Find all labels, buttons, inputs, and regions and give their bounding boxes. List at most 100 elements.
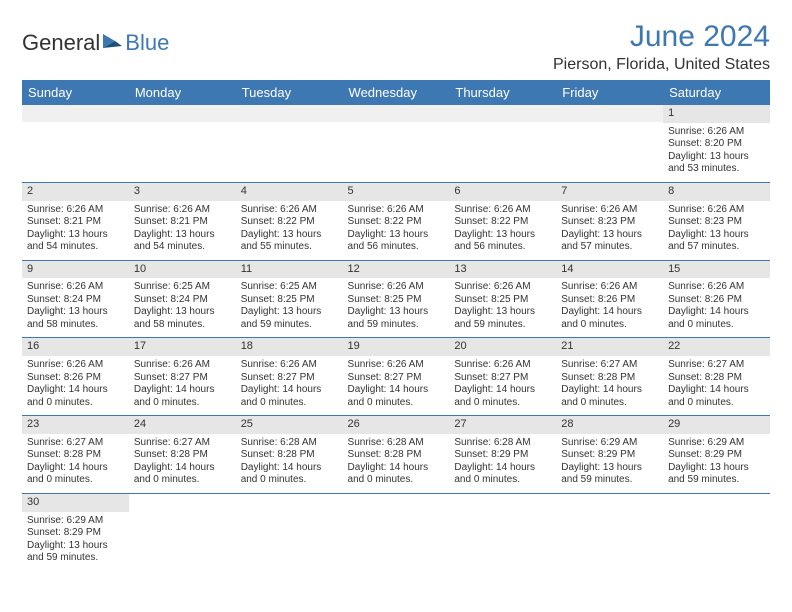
day-content: Sunrise: 6:26 AMSunset: 8:22 PMDaylight:… <box>236 201 343 260</box>
day-number: 10 <box>129 261 236 279</box>
day-content: Sunrise: 6:26 AMSunset: 8:21 PMDaylight:… <box>129 201 236 260</box>
day-sunset: Sunset: 8:26 PM <box>668 294 765 307</box>
calendar-cell: 23Sunrise: 6:27 AMSunset: 8:28 PMDayligh… <box>22 416 129 494</box>
day-sunrise: Sunrise: 6:28 AM <box>454 437 551 450</box>
day-sunrise: Sunrise: 6:26 AM <box>134 359 231 372</box>
day-daylight: Daylight: 13 hours and 54 minutes. <box>27 229 124 254</box>
day-daylight: Daylight: 14 hours and 0 minutes. <box>134 384 231 409</box>
calendar-cell: 17Sunrise: 6:26 AMSunset: 8:27 PMDayligh… <box>129 338 236 416</box>
day-daylight: Daylight: 14 hours and 0 minutes. <box>668 306 765 331</box>
day-sunset: Sunset: 8:28 PM <box>27 449 124 462</box>
day-number: 7 <box>556 183 663 201</box>
day-number: 25 <box>236 416 343 434</box>
day-daylight: Daylight: 13 hours and 56 minutes. <box>454 229 551 254</box>
calendar-cell: 12Sunrise: 6:26 AMSunset: 8:25 PMDayligh… <box>343 260 450 338</box>
daynum-blank <box>449 105 556 122</box>
day-sunrise: Sunrise: 6:26 AM <box>454 281 551 294</box>
day-daylight: Daylight: 14 hours and 0 minutes. <box>348 384 445 409</box>
day-content: Sunrise: 6:26 AMSunset: 8:22 PMDaylight:… <box>343 201 450 260</box>
calendar-cell: 9Sunrise: 6:26 AMSunset: 8:24 PMDaylight… <box>22 260 129 338</box>
day-number: 6 <box>449 183 556 201</box>
calendar-cell: 3Sunrise: 6:26 AMSunset: 8:21 PMDaylight… <box>129 182 236 260</box>
day-number: 19 <box>343 338 450 356</box>
day-sunrise: Sunrise: 6:28 AM <box>348 437 445 450</box>
calendar-cell: 19Sunrise: 6:26 AMSunset: 8:27 PMDayligh… <box>343 338 450 416</box>
calendar-cell: 16Sunrise: 6:26 AMSunset: 8:26 PMDayligh… <box>22 338 129 416</box>
day-daylight: Daylight: 13 hours and 58 minutes. <box>27 306 124 331</box>
day-sunset: Sunset: 8:28 PM <box>668 372 765 385</box>
day-number: 2 <box>22 183 129 201</box>
day-sunset: Sunset: 8:23 PM <box>668 216 765 229</box>
day-sunrise: Sunrise: 6:26 AM <box>561 204 658 217</box>
header: General Blue June 2024 Pierson, Florida,… <box>22 20 770 74</box>
calendar-cell: 24Sunrise: 6:27 AMSunset: 8:28 PMDayligh… <box>129 416 236 494</box>
day-sunrise: Sunrise: 6:29 AM <box>27 515 124 528</box>
calendar-cell <box>449 105 556 182</box>
day-daylight: Daylight: 13 hours and 57 minutes. <box>668 229 765 254</box>
day-sunrise: Sunrise: 6:27 AM <box>561 359 658 372</box>
calendar-cell: 15Sunrise: 6:26 AMSunset: 8:26 PMDayligh… <box>663 260 770 338</box>
day-daylight: Daylight: 14 hours and 0 minutes. <box>668 384 765 409</box>
day-sunrise: Sunrise: 6:26 AM <box>241 359 338 372</box>
day-sunrise: Sunrise: 6:26 AM <box>561 281 658 294</box>
calendar-cell <box>449 493 556 570</box>
day-sunrise: Sunrise: 6:26 AM <box>668 281 765 294</box>
day-daylight: Daylight: 14 hours and 0 minutes. <box>134 462 231 487</box>
calendar-cell: 7Sunrise: 6:26 AMSunset: 8:23 PMDaylight… <box>556 182 663 260</box>
calendar-cell: 21Sunrise: 6:27 AMSunset: 8:28 PMDayligh… <box>556 338 663 416</box>
day-sunset: Sunset: 8:22 PM <box>454 216 551 229</box>
calendar-row: 9Sunrise: 6:26 AMSunset: 8:24 PMDaylight… <box>22 260 770 338</box>
calendar-cell <box>129 105 236 182</box>
day-number: 3 <box>129 183 236 201</box>
day-number: 13 <box>449 261 556 279</box>
day-sunset: Sunset: 8:25 PM <box>241 294 338 307</box>
calendar-cell: 5Sunrise: 6:26 AMSunset: 8:22 PMDaylight… <box>343 182 450 260</box>
location: Pierson, Florida, United States <box>553 56 770 74</box>
day-sunrise: Sunrise: 6:26 AM <box>348 359 445 372</box>
day-content: Sunrise: 6:29 AMSunset: 8:29 PMDaylight:… <box>663 434 770 493</box>
day-daylight: Daylight: 14 hours and 0 minutes. <box>454 462 551 487</box>
day-sunrise: Sunrise: 6:29 AM <box>561 437 658 450</box>
calendar-cell: 18Sunrise: 6:26 AMSunset: 8:27 PMDayligh… <box>236 338 343 416</box>
day-content: Sunrise: 6:28 AMSunset: 8:29 PMDaylight:… <box>449 434 556 493</box>
daynum-blank <box>22 105 129 122</box>
day-sunset: Sunset: 8:24 PM <box>27 294 124 307</box>
calendar-cell <box>22 105 129 182</box>
day-daylight: Daylight: 13 hours and 59 minutes. <box>27 540 124 565</box>
day-sunset: Sunset: 8:22 PM <box>348 216 445 229</box>
day-number: 29 <box>663 416 770 434</box>
day-sunrise: Sunrise: 6:25 AM <box>134 281 231 294</box>
calendar-cell <box>343 493 450 570</box>
day-number: 22 <box>663 338 770 356</box>
day-sunrise: Sunrise: 6:26 AM <box>241 204 338 217</box>
day-content: Sunrise: 6:26 AMSunset: 8:25 PMDaylight:… <box>343 278 450 337</box>
calendar-cell: 1Sunrise: 6:26 AMSunset: 8:20 PMDaylight… <box>663 105 770 182</box>
calendar-cell: 28Sunrise: 6:29 AMSunset: 8:29 PMDayligh… <box>556 416 663 494</box>
day-sunset: Sunset: 8:20 PM <box>668 138 765 151</box>
day-sunset: Sunset: 8:29 PM <box>668 449 765 462</box>
day-sunrise: Sunrise: 6:26 AM <box>454 359 551 372</box>
weekday-header: Sunday <box>22 80 129 105</box>
day-sunrise: Sunrise: 6:26 AM <box>668 204 765 217</box>
calendar-cell <box>556 105 663 182</box>
day-daylight: Daylight: 14 hours and 0 minutes. <box>27 384 124 409</box>
day-content: Sunrise: 6:26 AMSunset: 8:22 PMDaylight:… <box>449 201 556 260</box>
day-content: Sunrise: 6:26 AMSunset: 8:24 PMDaylight:… <box>22 278 129 337</box>
day-content: Sunrise: 6:28 AMSunset: 8:28 PMDaylight:… <box>236 434 343 493</box>
day-daylight: Daylight: 13 hours and 53 minutes. <box>668 151 765 176</box>
day-content: Sunrise: 6:25 AMSunset: 8:24 PMDaylight:… <box>129 278 236 337</box>
calendar-row: 1Sunrise: 6:26 AMSunset: 8:20 PMDaylight… <box>22 105 770 182</box>
day-sunset: Sunset: 8:28 PM <box>348 449 445 462</box>
day-number: 12 <box>343 261 450 279</box>
day-daylight: Daylight: 13 hours and 59 minutes. <box>241 306 338 331</box>
day-number: 30 <box>22 494 129 512</box>
calendar-cell <box>236 105 343 182</box>
day-sunset: Sunset: 8:21 PM <box>134 216 231 229</box>
day-sunrise: Sunrise: 6:26 AM <box>668 126 765 139</box>
weekday-header: Wednesday <box>343 80 450 105</box>
logo-text-general: General <box>22 30 100 56</box>
calendar-cell: 2Sunrise: 6:26 AMSunset: 8:21 PMDaylight… <box>22 182 129 260</box>
calendar-cell: 22Sunrise: 6:27 AMSunset: 8:28 PMDayligh… <box>663 338 770 416</box>
flag-icon <box>102 30 124 56</box>
daynum-blank <box>236 105 343 122</box>
